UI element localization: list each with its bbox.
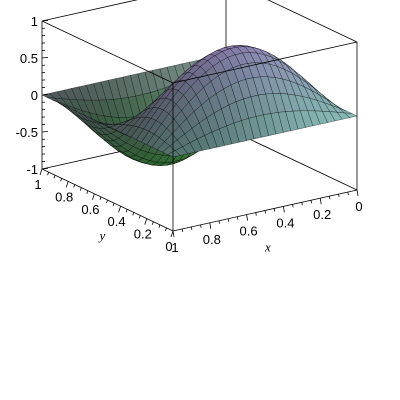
x-tick: [292, 204, 294, 208]
y-tick: [138, 215, 141, 219]
y-tick-label: 0.8: [55, 189, 73, 204]
x-tick: [227, 218, 230, 222]
x-tick-label: 0.8: [203, 232, 221, 247]
y-tick: [112, 202, 115, 207]
surface-cell: [167, 150, 181, 158]
box-edge-back: [41, 0, 139, 22]
x-tick: [209, 222, 212, 229]
y-tick: [53, 175, 56, 179]
x-tick: [273, 208, 276, 212]
y-tick-label: 0.6: [81, 202, 99, 217]
z-tick: [41, 131, 49, 133]
y-tick: [125, 209, 128, 213]
y-tick: [65, 181, 69, 188]
y-tick-label: 0.4: [108, 214, 126, 229]
y-tick: [118, 206, 121, 213]
y-tick: [86, 190, 89, 194]
z-tick: [41, 168, 49, 170]
x-tick: [329, 196, 331, 200]
z-tick-label: -1: [26, 162, 38, 177]
y-tick: [144, 218, 148, 225]
x-tick: [356, 189, 359, 197]
z-tick: [41, 94, 49, 96]
tick-marks: [39, 20, 359, 238]
x-tick-label: 0.6: [240, 224, 258, 239]
x-tick: [191, 226, 193, 230]
z-tick-label: 0: [31, 88, 38, 103]
y-tick: [132, 212, 135, 216]
y-tick: [106, 199, 108, 204]
y-tick: [92, 193, 95, 200]
z-tick-label: -0.5: [16, 125, 38, 140]
x-tick: [237, 216, 239, 220]
x-tick: [347, 191, 349, 196]
x-tick-label: 1: [171, 240, 178, 255]
y-tick: [170, 230, 174, 238]
z-tick: [41, 57, 49, 59]
y-tick: [39, 168, 43, 176]
y-tick-label: 0.2: [134, 227, 152, 242]
box-edge-front: [172, 41, 358, 84]
x-tick-label: 0: [355, 199, 362, 214]
x-tick-label: 0.4: [276, 215, 294, 230]
x-tick: [181, 228, 184, 233]
x-tick: [319, 198, 322, 205]
x-tick: [338, 194, 340, 198]
y-tick-label: 1: [34, 177, 41, 192]
z-tick-label: 0.5: [20, 51, 38, 66]
z-tick: [41, 20, 49, 22]
y-tick-label: 0: [165, 239, 172, 254]
y-tick: [60, 178, 63, 182]
x-tick: [200, 224, 202, 228]
y-tick: [47, 171, 49, 176]
x-tick-label: 0.2: [313, 207, 331, 222]
x-tick: [264, 210, 266, 214]
x-tick: [218, 220, 220, 224]
x-axis-label: x: [264, 240, 271, 255]
z-tick-label: 1: [31, 14, 38, 29]
x-tick: [301, 202, 303, 206]
y-tick: [151, 221, 154, 225]
surface-mesh: [41, 45, 358, 166]
tick-labels: 1 0.5 0 -0.5 -1 0 0.2 0.4 0.6 0.8 1 1 0.8 0.6 0.4 0.2 0: [16, 14, 363, 255]
y-tick: [158, 224, 161, 228]
y-axis-label: y: [98, 228, 106, 243]
box-edge-front: [41, 20, 174, 84]
y-tick: [73, 184, 76, 188]
x-tick: [310, 200, 312, 204]
x-tick: [172, 230, 175, 238]
x-tick: [246, 214, 248, 221]
y-tick: [99, 196, 102, 201]
box-edge-back: [267, 0, 358, 43]
y-tick: [165, 227, 167, 232]
x-tick: [283, 206, 285, 213]
y-tick: [79, 187, 82, 191]
